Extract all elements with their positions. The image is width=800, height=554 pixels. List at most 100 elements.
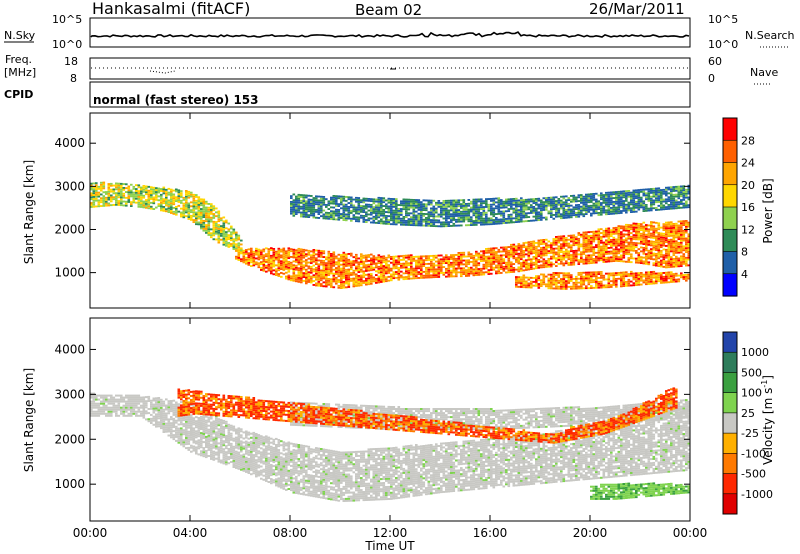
heatmap-cell (362, 264, 366, 267)
heatmap-cell (510, 255, 513, 258)
heatmap-cell (407, 220, 411, 222)
heatmap-cell (597, 282, 601, 285)
heatmap-cell (475, 266, 478, 269)
heatmap-cell (510, 207, 513, 210)
heatmap-cell (412, 273, 416, 276)
heatmap-cell (612, 240, 616, 243)
heatmap-cell (222, 241, 226, 244)
heatmap-cell (397, 276, 401, 279)
heatmap-cell (207, 230, 211, 232)
heatmap-cell (362, 270, 366, 273)
heatmap-cell (442, 221, 446, 224)
heatmap-cell (572, 234, 576, 237)
heatmap-cell (645, 255, 648, 258)
heatmap-cell (480, 208, 483, 210)
heatmap-cell (642, 279, 646, 282)
heatmap-cell (672, 236, 676, 239)
heatmap-cell (507, 217, 511, 220)
heatmap-cell (627, 235, 631, 238)
heatmap-cell (620, 225, 623, 228)
heatmap-cell (217, 210, 221, 213)
heatmap-cell (365, 213, 368, 216)
heatmap-cell (260, 257, 263, 260)
heatmap-cell (507, 259, 511, 262)
heatmap-cell (267, 250, 271, 253)
heatmap-cell (545, 246, 548, 249)
heatmap-cell (547, 200, 551, 203)
heatmap-cell (372, 217, 376, 220)
heatmap-cell (292, 252, 296, 255)
heatmap-cell (172, 197, 176, 200)
heatmap-cell (347, 284, 351, 286)
heatmap-cell (587, 273, 591, 276)
heatmap-cell (390, 279, 393, 282)
heatmap-cell (485, 219, 488, 222)
heatmap-cell (647, 230, 651, 233)
heatmap-cell (342, 203, 346, 206)
heatmap-cell (385, 203, 388, 206)
heatmap-cell (300, 201, 303, 204)
heatmap-cell (570, 204, 573, 207)
heatmap-cell (652, 244, 656, 247)
heatmap-cell (600, 198, 603, 201)
heatmap-cell (265, 266, 268, 269)
heatmap-cell (482, 259, 486, 262)
heatmap-cell (432, 219, 436, 222)
heatmap-cell (305, 253, 308, 256)
heatmap-cell (325, 217, 328, 220)
heatmap-cell (587, 275, 591, 278)
heatmap-cell (465, 218, 468, 221)
heatmap-cell (657, 245, 661, 248)
heatmap-cell (515, 205, 518, 208)
heatmap-cell (635, 222, 638, 225)
heatmap-cell (540, 247, 543, 249)
heatmap-cell (377, 206, 381, 209)
heatmap-cell (667, 246, 671, 249)
heatmap-cell (287, 247, 291, 250)
heatmap-cell (215, 211, 218, 214)
heatmap-cell (687, 264, 691, 267)
heatmap-cell (565, 250, 568, 253)
heatmap-cell (535, 242, 538, 244)
heatmap-cell (330, 286, 333, 288)
heatmap-cell (625, 253, 628, 255)
heatmap-cell (660, 276, 663, 278)
heatmap-cell (312, 249, 316, 251)
heatmap-cell (590, 256, 593, 259)
heatmap-cell (430, 221, 433, 223)
heatmap-cell (515, 280, 518, 282)
heatmap-cell (647, 281, 651, 283)
heatmap-cell (405, 208, 408, 211)
heatmap-cell (377, 212, 381, 215)
heatmap-cell (655, 249, 658, 251)
heatmap-cell (325, 211, 328, 214)
heatmap-cell (550, 281, 553, 284)
heatmap-cell (360, 216, 363, 219)
heatmap-cell (332, 263, 336, 265)
heatmap-cell (597, 253, 601, 256)
heatmap-cell (342, 273, 346, 275)
heatmap-cell (650, 282, 653, 285)
heatmap-cell (385, 266, 388, 269)
heatmap-cell (445, 203, 448, 206)
heatmap-cell (90, 198, 93, 201)
heatmap-cell (437, 260, 441, 263)
heatmap-cell (265, 253, 268, 256)
heatmap-cell (385, 215, 388, 217)
heatmap-cell (582, 283, 586, 286)
heatmap-cell (447, 273, 451, 276)
heatmap-cell (557, 272, 561, 274)
heatmap-cell (557, 247, 561, 250)
heatmap-cell (572, 208, 576, 211)
heatmap-cell (162, 192, 166, 195)
heatmap-cell (527, 212, 531, 215)
heatmap-cell (217, 218, 221, 221)
heatmap-cell (290, 204, 293, 207)
heatmap-cell (237, 255, 241, 257)
heatmap-cell (640, 200, 643, 203)
heatmap-cell (302, 276, 306, 278)
heatmap-cell (625, 233, 628, 236)
heatmap-cell (560, 213, 563, 216)
heatmap-cell (640, 236, 643, 239)
heatmap-cell (647, 242, 651, 244)
